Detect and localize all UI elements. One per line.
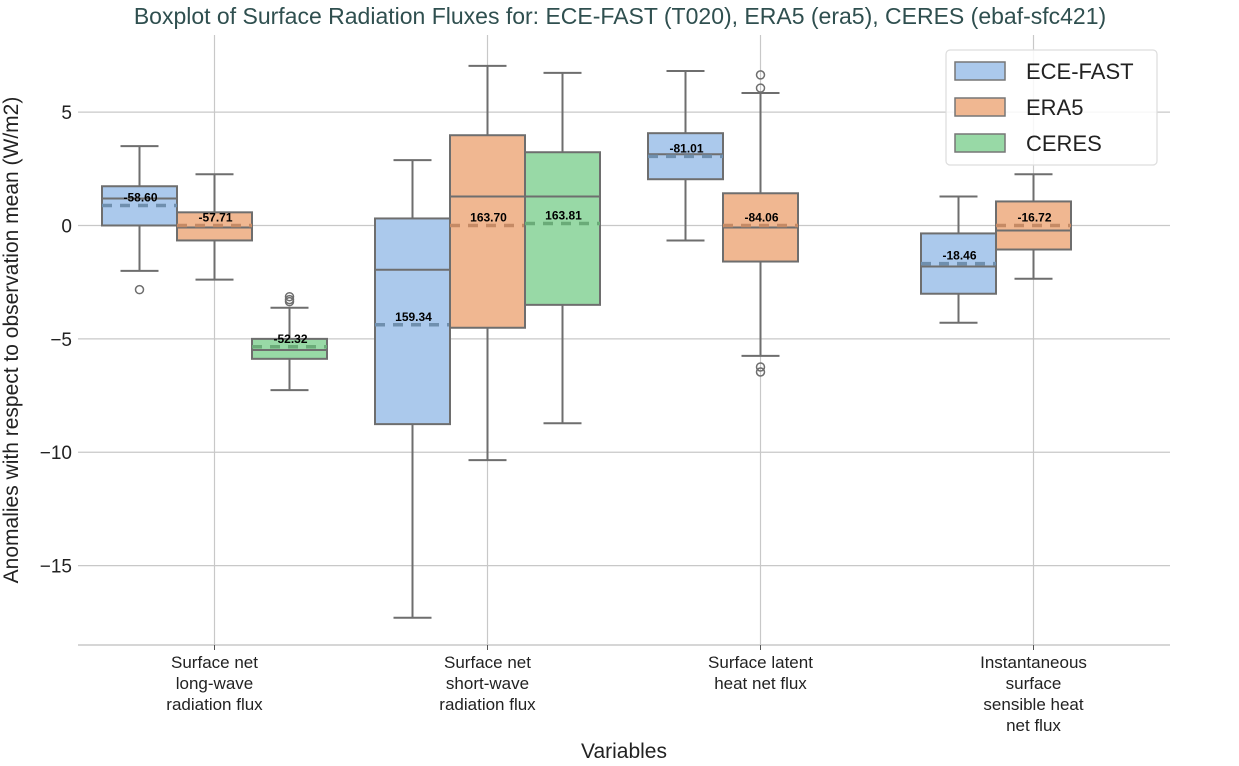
y-tick-label: 0	[61, 216, 72, 237]
x-tick-label-line: long-wave	[176, 674, 254, 693]
x-tick-label-line: sensible heat	[983, 695, 1083, 714]
outlier-point	[755, 362, 766, 372]
y-tick-label: 5	[61, 103, 72, 124]
legend-swatch-era5	[954, 97, 1006, 117]
legend-label: ERA5	[1026, 95, 1083, 120]
y-tick-label: −5	[50, 330, 72, 351]
y-tick-label: −10	[40, 443, 72, 464]
box-ece-fast-1: 159.34	[374, 159, 451, 619]
y-tick-label: −15	[40, 557, 72, 578]
x-tick-label-line: surface	[1006, 674, 1062, 693]
x-tick-label-line: radiation flux	[166, 695, 263, 714]
box-ece-fast-0: -58.60	[101, 145, 178, 295]
outlier-point	[755, 367, 766, 377]
legend: ECE-FAST ERA5 CERES	[945, 49, 1158, 166]
y-axis-label: Anomalies with respect to observation me…	[0, 97, 23, 584]
x-tick-label-line: net flux	[1006, 716, 1061, 735]
box-ece-fast-3: -18.46	[920, 195, 997, 324]
mean-value-label: 163.70	[470, 210, 507, 224]
mean-value-label: -84.06	[744, 210, 778, 224]
box-era5-3: -16.72	[995, 173, 1072, 280]
x-tick-label: Surface net short-wave radiation flux	[439, 653, 536, 714]
box-ece-fast-2: -81.01	[647, 70, 724, 242]
box-body	[524, 151, 601, 306]
x-tick-label-line: heat net flux	[714, 674, 807, 693]
chart-title: Boxplot of Surface Radiation Fluxes for:…	[134, 3, 1106, 29]
x-axis-label: Variables	[581, 740, 667, 761]
x-tick-label: Instantaneous surface sensible heat net flu…	[980, 653, 1087, 735]
box-body	[251, 337, 328, 360]
mean-value-label: -16.72	[1017, 210, 1051, 224]
mean-value-label: 159.34	[395, 310, 432, 324]
x-ticks: Surface net long-wave radiation fluxSurfac…	[166, 645, 1087, 735]
box-body	[374, 217, 451, 426]
x-tick-label-line: Instantaneous	[980, 653, 1087, 672]
outlier-point	[284, 296, 295, 307]
box-ceres-1: 163.81	[524, 71, 601, 425]
boxes: -58.60 159.34 -81.01 -18.46 -57.71 163.70 -84.…	[101, 64, 1072, 619]
x-tick-label-line: radiation flux	[439, 695, 536, 714]
legend-label: ECE-FAST	[1026, 59, 1134, 84]
mean-value-label: -58.60	[123, 191, 157, 205]
legend-swatch-ece-fast	[954, 61, 1006, 81]
mean-value-label: -57.71	[198, 210, 232, 224]
x-tick-label: Surface net long-wave radiation flux	[166, 653, 263, 714]
x-tick-label-line: Surface net	[444, 653, 531, 672]
box-body	[449, 134, 526, 329]
y-ticks: 5 0 −5 −10 −15	[40, 103, 72, 578]
x-tick-label-line: Surface latent	[708, 653, 813, 672]
legend-label: CERES	[1026, 131, 1102, 156]
outlier-point	[134, 284, 145, 295]
outlier-point	[755, 70, 766, 80]
legend-swatch-ceres	[954, 133, 1006, 153]
box-era5-1: 163.70	[449, 64, 526, 462]
mean-value-label: 163.81	[545, 208, 582, 222]
box-era5-0: -57.71	[176, 173, 253, 281]
outlier-point	[284, 291, 295, 302]
x-tick-label-line: short-wave	[446, 674, 529, 693]
x-tick-label: Surface latent heat net flux	[708, 653, 813, 693]
mean-value-label: -18.46	[942, 249, 976, 263]
x-tick-label-line: Surface net	[171, 653, 258, 672]
mean-value-label: -81.01	[669, 141, 703, 155]
box-era5-2: -84.06	[722, 70, 799, 377]
box-ceres-0: -52.32	[251, 291, 328, 392]
mean-value-label: -52.32	[273, 332, 307, 346]
outlier-point	[755, 83, 766, 93]
